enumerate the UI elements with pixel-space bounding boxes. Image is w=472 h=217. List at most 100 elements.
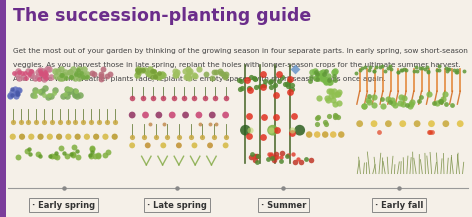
Point <box>51 69 59 72</box>
Point <box>364 98 372 102</box>
Point <box>271 83 278 87</box>
Point <box>386 100 394 104</box>
Point <box>260 135 267 138</box>
Point <box>128 113 136 117</box>
Point <box>100 67 107 71</box>
Point <box>53 74 60 78</box>
Point <box>80 67 88 71</box>
Point <box>58 73 66 76</box>
Point <box>21 71 29 75</box>
Point <box>211 70 218 74</box>
Point <box>42 72 50 76</box>
Point <box>153 74 161 78</box>
Point <box>68 74 76 78</box>
Point <box>103 120 110 123</box>
Point <box>221 76 229 79</box>
Point <box>149 70 157 74</box>
Point <box>134 72 142 75</box>
Point <box>266 153 273 156</box>
Point <box>155 71 163 75</box>
Point <box>252 154 259 158</box>
Point <box>442 66 450 69</box>
Point <box>268 128 275 132</box>
Point <box>79 76 87 79</box>
Point <box>62 76 69 79</box>
Point <box>83 135 91 138</box>
Point <box>66 70 74 73</box>
Point <box>63 154 70 158</box>
Point <box>269 128 277 132</box>
Point <box>316 74 324 77</box>
Point <box>356 122 363 125</box>
Point <box>267 85 275 89</box>
Point <box>271 156 279 159</box>
Point <box>434 68 441 72</box>
Point <box>27 70 35 74</box>
Point <box>264 158 271 161</box>
Point <box>399 122 406 125</box>
Point <box>334 115 342 118</box>
Point <box>139 69 146 72</box>
Point <box>320 73 328 76</box>
Point <box>370 103 378 106</box>
Point <box>201 96 209 99</box>
Point <box>67 76 75 79</box>
Point <box>209 113 216 117</box>
Point <box>326 90 333 93</box>
Point <box>370 122 378 125</box>
Point <box>23 149 31 153</box>
Point <box>327 80 334 84</box>
Point <box>273 115 280 118</box>
Point <box>313 116 321 120</box>
Point <box>148 70 156 73</box>
Point <box>324 99 331 102</box>
Point <box>394 70 401 74</box>
Point <box>352 71 360 74</box>
Point <box>18 135 26 138</box>
Point <box>63 94 71 97</box>
Point <box>53 155 60 159</box>
Point <box>191 96 198 99</box>
Point <box>71 90 78 93</box>
Point <box>247 75 255 79</box>
Point <box>15 76 23 79</box>
Point <box>292 160 299 164</box>
Point <box>72 120 79 123</box>
Point <box>329 133 337 136</box>
Point <box>190 74 198 77</box>
Text: · Early fall: · Early fall <box>375 201 423 210</box>
Point <box>59 73 67 77</box>
Point <box>175 144 183 147</box>
Point <box>35 77 43 81</box>
Point <box>210 135 218 138</box>
Point <box>399 69 406 72</box>
Point <box>142 68 149 72</box>
Point <box>378 64 386 68</box>
Point <box>322 69 330 72</box>
Point <box>322 80 330 83</box>
Point <box>136 68 144 72</box>
Point <box>185 74 192 77</box>
Point <box>22 76 30 79</box>
Point <box>89 71 96 75</box>
Point <box>101 135 109 138</box>
Text: The succession-planting guide: The succession-planting guide <box>13 7 312 25</box>
Point <box>396 102 404 105</box>
Point <box>52 154 59 157</box>
Point <box>65 90 72 94</box>
Point <box>160 96 167 99</box>
Point <box>160 144 167 147</box>
Point <box>329 98 337 101</box>
Point <box>278 75 286 78</box>
Point <box>64 120 71 123</box>
Point <box>259 72 267 76</box>
Point <box>327 90 335 93</box>
Point <box>424 69 432 73</box>
Point <box>400 67 408 70</box>
Point <box>273 93 280 97</box>
Point <box>312 71 320 74</box>
Point <box>83 75 91 79</box>
Point <box>378 97 386 100</box>
Point <box>88 150 96 153</box>
Point <box>27 74 34 77</box>
